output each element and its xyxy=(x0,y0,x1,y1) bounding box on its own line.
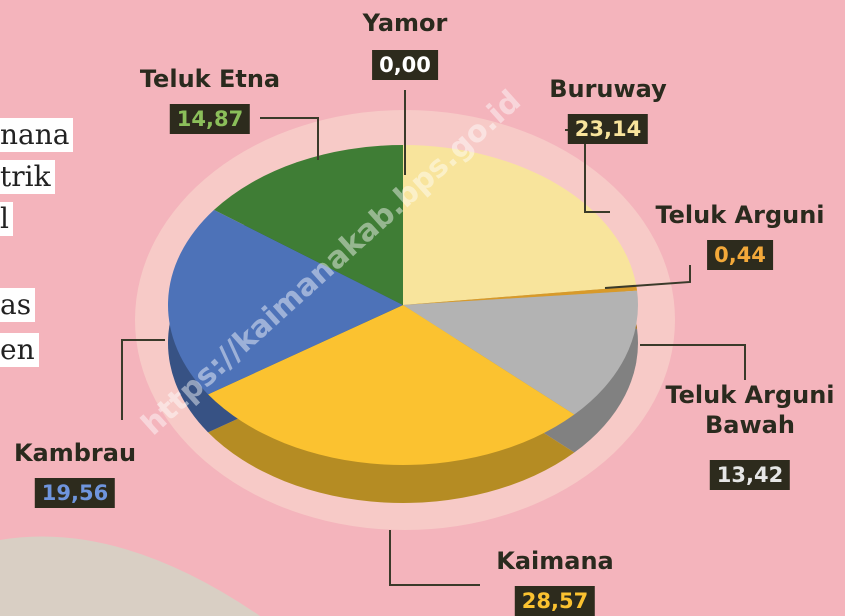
slice xyxy=(403,290,638,415)
slice-label: Kambrau xyxy=(13,439,137,467)
slice-label: Kaimana xyxy=(496,547,614,575)
side-text: trik xyxy=(0,160,55,194)
value-label: 0,44 xyxy=(707,240,773,270)
slice xyxy=(403,286,638,305)
slice-label: Buruway xyxy=(549,75,667,103)
value-label: 23,14 xyxy=(567,114,649,144)
side-text: nana xyxy=(0,118,74,152)
ground xyxy=(0,536,260,616)
value-label: 0,00 xyxy=(372,50,438,80)
slice xyxy=(214,145,403,305)
slice xyxy=(208,305,575,465)
value-label: 14,87 xyxy=(169,104,251,134)
value-label: 13,42 xyxy=(709,460,791,490)
slice-label: Teluk Arguni xyxy=(655,201,825,229)
slice xyxy=(403,145,637,305)
slice xyxy=(167,209,403,395)
value-label: 28,57 xyxy=(514,586,596,616)
side-text: en xyxy=(0,333,39,367)
slice-label: Teluk Etna xyxy=(139,65,281,93)
side-text: l xyxy=(0,202,13,236)
slice-label: Yamor xyxy=(362,9,448,37)
value-label: 19,56 xyxy=(34,478,116,508)
slice-label: Teluk Arguni Bawah xyxy=(665,381,835,439)
side-text: as xyxy=(0,288,36,322)
